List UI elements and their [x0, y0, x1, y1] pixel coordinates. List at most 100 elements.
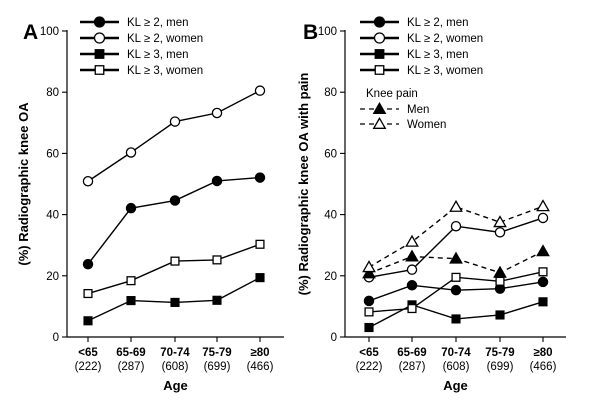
x-tick-count: (222): [75, 361, 102, 373]
x-tick-label: 75-79: [485, 347, 514, 359]
legend-marker: [94, 49, 105, 59]
x-tick-count: (608): [443, 361, 470, 373]
data-point: [450, 284, 462, 296]
data-point: [451, 272, 461, 282]
y-tick-label: 80: [46, 87, 59, 99]
data-point: [212, 295, 222, 305]
data-point: [538, 297, 548, 307]
panel-b: B 0 20 40 60 80 100 <65 (222) 65-69 (287) 70-74 (608…: [296, 16, 566, 393]
data-point: [126, 276, 136, 286]
series-line: [87, 90, 261, 182]
data-point: [495, 310, 505, 320]
data-point: [212, 255, 222, 265]
data-point: [537, 276, 549, 288]
data-point: [407, 303, 417, 314]
data-point: [362, 260, 376, 273]
data-point: [169, 116, 181, 127]
x-tick-label: ≥80: [250, 347, 269, 359]
data-point: [451, 314, 461, 324]
x-tick-label: <65: [78, 347, 98, 359]
legend-item-kl-ge-3-men: KL ≥ 3, men: [80, 49, 189, 61]
data-point: [449, 199, 463, 212]
series-men: [362, 244, 550, 279]
legend: KL ≥ 2, men KL ≥ 2, women KL ≥ 3, men KL ≥ …: [360, 16, 483, 131]
legend-marker: [93, 16, 106, 28]
x-tick-label: 70-74: [160, 347, 190, 359]
data-point: [495, 276, 505, 286]
legend-marker: [374, 65, 385, 75]
y-tick-label: 40: [46, 210, 59, 222]
data-point: [493, 265, 507, 278]
panel-label: B: [303, 21, 318, 44]
series-kl-ge-3-men: [83, 273, 265, 326]
data-point: [255, 239, 265, 249]
legend-item-kl-ge-2-men: KL ≥ 2, men: [80, 16, 189, 29]
x-tick-count: (699): [487, 361, 514, 373]
data-point: [537, 212, 549, 224]
data-point: [125, 147, 137, 158]
x-tick-count: (287): [118, 361, 145, 373]
data-point: [254, 172, 266, 183]
data-point: [493, 215, 507, 228]
legend-label: KL ≥ 2, women: [127, 33, 203, 45]
legend-marker: [373, 16, 386, 28]
x-tick-label: 70-74: [441, 347, 471, 359]
x-axis-title: Age: [443, 378, 468, 393]
legend-label: KL ≥ 2, women: [407, 33, 483, 45]
x-tick-count: (699): [204, 361, 231, 373]
data-point: [362, 266, 376, 279]
y-tick-label: 20: [46, 271, 59, 283]
x-tick-count: (222): [356, 361, 383, 373]
y-tick-label: 100: [318, 26, 337, 38]
legend-marker: [372, 116, 387, 129]
legend-marker: [94, 65, 105, 75]
legend-label: KL ≥ 2, men: [407, 17, 469, 29]
series-line: [87, 243, 261, 295]
x-tick-count: (287): [399, 361, 426, 373]
series-kl-ge-2-women: [363, 212, 549, 283]
series-kl-ge-2-men: [363, 276, 549, 307]
y-axis-title: (%) Radiographic knee OA: [16, 102, 31, 266]
data-point: [170, 256, 180, 266]
x-tick-count: (466): [530, 361, 557, 373]
x-tick-label: ≥80: [533, 347, 552, 359]
y-axis-title: (%) Radiographic knee OA with pain: [296, 73, 311, 296]
legend-marker: [372, 101, 387, 114]
data-point: [211, 175, 223, 187]
legend-label: KL ≥ 3, women: [127, 65, 203, 77]
data-point: [126, 296, 136, 306]
data-point: [170, 297, 180, 307]
legend-item-kl-ge-2-women: KL ≥ 2, women: [80, 32, 203, 45]
data-point: [83, 316, 93, 326]
legend-item-kl-ge-3-men: KL ≥ 3, men: [360, 49, 469, 61]
data-point: [82, 258, 94, 270]
legend-item-kl-ge-2-men: KL ≥ 2, men: [360, 16, 469, 29]
data-point: [83, 288, 93, 299]
legend-item-kl-ge-2-women: KL ≥ 2, women: [360, 32, 483, 45]
data-point: [494, 227, 506, 238]
legend: KL ≥ 2, men KL ≥ 2, women KL ≥ 3, men KL ≥ …: [80, 16, 203, 77]
x-tick-count: (466): [247, 361, 274, 373]
x-tick-label: 65-69: [397, 347, 426, 359]
series-kl-ge-3-men: [364, 297, 548, 333]
series-line: [87, 176, 261, 265]
data-point: [449, 251, 463, 264]
data-point: [405, 234, 419, 247]
data-point: [450, 220, 462, 232]
x-tick-label: 65-69: [116, 347, 145, 359]
data-point: [364, 322, 374, 333]
data-point: [254, 85, 266, 96]
data-point: [406, 264, 418, 275]
panel-label: A: [23, 21, 38, 44]
series-kl-ge-2-women: [82, 85, 266, 187]
data-point: [536, 199, 550, 212]
data-point: [211, 107, 223, 119]
panel-a: A 0 20 40 60 80 100 <65 (222) 65-69 (287) 70-74 (608…: [16, 16, 284, 393]
y-tick-label: 20: [324, 271, 337, 283]
data-point: [405, 249, 419, 262]
x-tick-label: <65: [359, 347, 379, 359]
legend-item-women: Women: [360, 116, 446, 131]
y-tick-label: 0: [53, 332, 59, 344]
y-tick-label: 40: [324, 210, 337, 222]
